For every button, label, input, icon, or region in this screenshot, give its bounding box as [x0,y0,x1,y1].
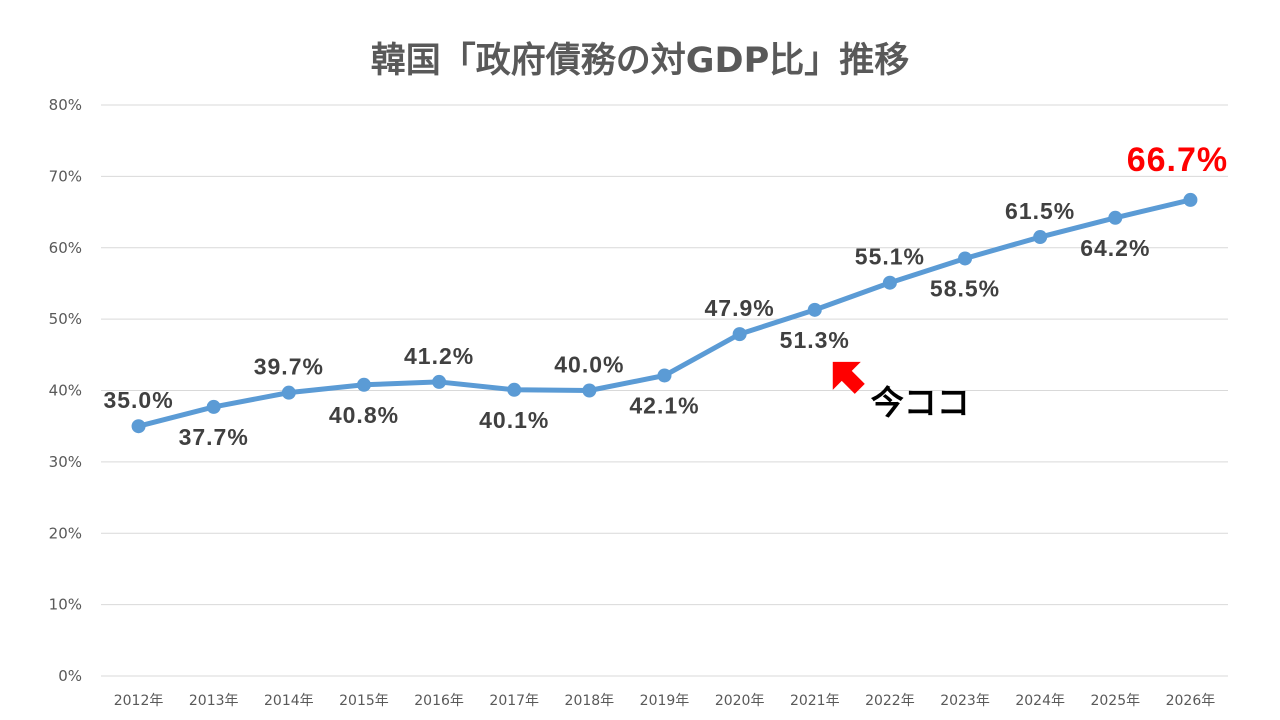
x-tick-label: 2020年 [715,693,765,709]
x-tick-label: 2013年 [189,693,239,709]
y-tick-label: 20% [49,524,82,542]
gridlines [101,104,1228,677]
y-tick-label: 30% [49,453,82,471]
data-point [206,399,221,414]
y-tick-label: 50% [49,310,82,328]
data-point [582,383,597,398]
x-tick-label: 2026年 [1166,693,1216,709]
x-tick-label: 2017年 [489,693,539,709]
highlight-data-label: 66.7% [1127,141,1228,179]
annotation: 今ココ [832,361,970,422]
x-axis-ticks: 2012年 2013年 2014年 2015年 2016年 2017年 2018年 2019年… [114,693,1216,709]
data-point [281,385,296,400]
y-tick-label: 40% [49,382,82,400]
data-label: 37.7% [179,424,249,450]
annotation-text: 今ココ [871,383,970,422]
y-tick-label: 0% [58,667,82,685]
x-tick-label: 2025年 [1090,693,1140,709]
arrow-icon [832,361,865,394]
data-point [1183,192,1198,207]
data-label: 55.1% [855,244,925,270]
x-tick-label: 2024年 [1015,693,1065,709]
data-label: 64.2% [1080,235,1150,261]
x-tick-label: 2021年 [790,693,840,709]
y-tick-label: 70% [49,167,82,185]
x-tick-label: 2019年 [640,693,690,709]
x-tick-label: 2012年 [114,693,164,709]
data-labels: 35.0%37.7% 39.7%40.8% 41.2% 40.1% 40.0%42.1%… [103,141,1228,450]
y-tick-label: 10% [49,596,82,614]
data-point [882,275,897,290]
x-tick-label: 2014年 [264,693,314,709]
data-point [1108,210,1123,225]
x-tick-label: 2023年 [940,693,990,709]
data-label: 40.0% [554,352,624,378]
x-tick-label: 2016年 [414,693,464,709]
data-label: 35.0% [103,387,173,413]
data-points [131,192,1198,434]
x-tick-label: 2015年 [339,693,389,709]
data-point [432,374,447,389]
chart-title: 韓国「政府債務の対GDP比」推移 [371,40,909,81]
data-point [732,327,747,342]
data-label: 58.5% [930,275,1000,301]
data-label: 40.8% [329,402,399,428]
data-label: 47.9% [705,295,775,321]
x-tick-label: 2022年 [865,693,915,709]
data-point [958,251,973,266]
data-label: 40.1% [479,407,549,433]
x-tick-label: 2018年 [565,693,615,709]
data-label: 41.2% [404,343,474,369]
data-label: 51.3% [780,327,850,353]
y-axis-ticks: 0% 10% 20% 30% 40% 50% 60% 70% 80% [49,96,82,685]
y-tick-label: 80% [49,96,82,114]
data-point [1033,230,1048,245]
data-point [356,377,371,392]
data-point [131,419,146,434]
data-point [807,302,822,317]
data-label: 42.1% [629,393,699,419]
data-point [657,368,672,383]
data-label: 61.5% [1005,198,1075,224]
y-tick-label: 60% [49,239,82,257]
data-point [507,382,522,397]
data-label: 39.7% [254,354,324,380]
